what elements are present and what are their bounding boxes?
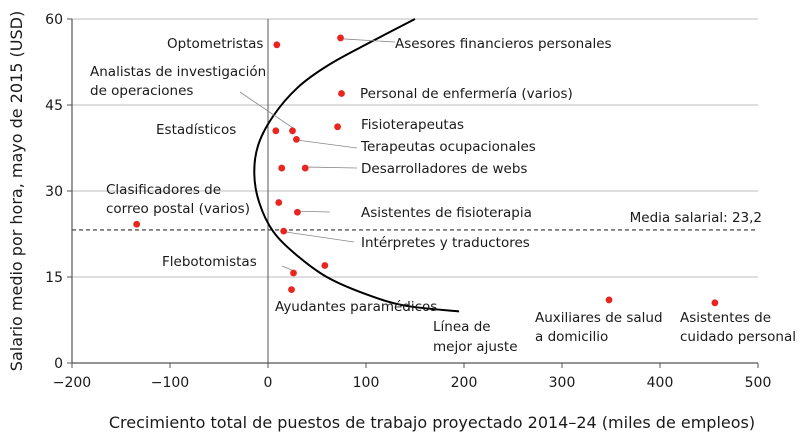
y-tick-label: 30: [45, 184, 63, 200]
leader-line: [300, 210, 331, 213]
data-point: [337, 34, 344, 42]
data-point: [711, 299, 719, 307]
point-label: Flebotomistas: [162, 254, 257, 270]
point-label: cuidado personal: [680, 329, 796, 345]
data-point: [289, 127, 296, 135]
point-labels: Optometristas Asesores financieros person…: [90, 36, 796, 345]
y-tick-label: 45: [45, 98, 63, 114]
point-label: Optometristas: [167, 36, 263, 52]
point-label: de operaciones: [90, 83, 193, 99]
data-point: [288, 286, 295, 294]
x-tick-label: 500: [745, 375, 772, 391]
data-point: [273, 41, 281, 49]
y-tick-label: 60: [45, 12, 63, 28]
point-label: Personal de enfermería (varios): [360, 86, 573, 102]
point-label: Clasificadores de: [106, 182, 221, 198]
best-fit-curve: [253, 18, 460, 313]
point-label: Asistentes de: [680, 310, 771, 326]
mean-wage-label: Media salarial: 23,2: [630, 210, 762, 226]
x-tick-label: 100: [353, 375, 380, 391]
point-label: Auxiliares de salud: [535, 310, 663, 326]
data-point: [321, 262, 329, 269]
point-label: Ayudantes paramédicos: [275, 299, 437, 315]
reference-line-layer: Media salarial: 23,2: [72, 210, 762, 231]
data-point: [294, 208, 301, 216]
point-label: Analistas de investigación: [90, 64, 266, 80]
y-axis-title: Salario medio por hora, mayo de 2015 (US…: [7, 11, 26, 371]
best-fit-label-line2: mejor ajuste: [433, 339, 518, 355]
data-point: [272, 127, 280, 135]
leader-line: [343, 38, 396, 43]
point-label: Intérpretes y traductores: [361, 235, 530, 251]
best-fit-label-line1: Línea de: [433, 319, 491, 335]
data-point: [605, 296, 613, 304]
data-point: [278, 164, 286, 172]
x-tick-label: −100: [151, 375, 189, 391]
y-tick-label: 15: [45, 270, 63, 286]
point-label: Terapeutas ocupacionales: [360, 139, 536, 155]
x-tick-label: 400: [647, 375, 674, 391]
leader-line: [239, 91, 296, 131]
point-label: Estadísticos: [156, 122, 236, 138]
point-label: correo postal (varios): [106, 201, 250, 217]
point-label: Asistentes de fisioterapia: [361, 205, 532, 221]
point-label: a domicilio: [535, 329, 608, 345]
leader-lines: [239, 38, 396, 273]
data-point: [334, 123, 341, 131]
data-point: [290, 269, 297, 277]
leader-line: [299, 140, 358, 149]
x-axis-title: Crecimiento total de puestos de trabajo …: [109, 413, 755, 432]
x-tick-label: 0: [264, 375, 273, 391]
point-label: Desarrolladores de webs: [361, 161, 527, 177]
x-tick-label: 200: [451, 375, 478, 391]
data-point: [275, 199, 283, 206]
x-tick-label: −200: [53, 375, 91, 391]
point-label: Fisioterapeutas: [361, 117, 464, 133]
data-point: [301, 164, 309, 172]
x-tick-label: 300: [549, 375, 576, 391]
y-tick-label: 0: [54, 356, 63, 372]
data-point: [280, 227, 288, 235]
data-point: [133, 220, 141, 228]
axis-layer: 0 15 30 45 60 −200 −100 0 100 200 300 400 500: [45, 12, 771, 391]
fit-line-layer: Línea de mejor ajuste: [253, 18, 518, 355]
data-point: [293, 136, 300, 143]
data-point: [338, 90, 345, 97]
point-label: Asesores financieros personales: [395, 36, 612, 52]
leader-line: [308, 166, 358, 169]
leader-line: [286, 231, 355, 243]
data-points: [133, 34, 719, 307]
